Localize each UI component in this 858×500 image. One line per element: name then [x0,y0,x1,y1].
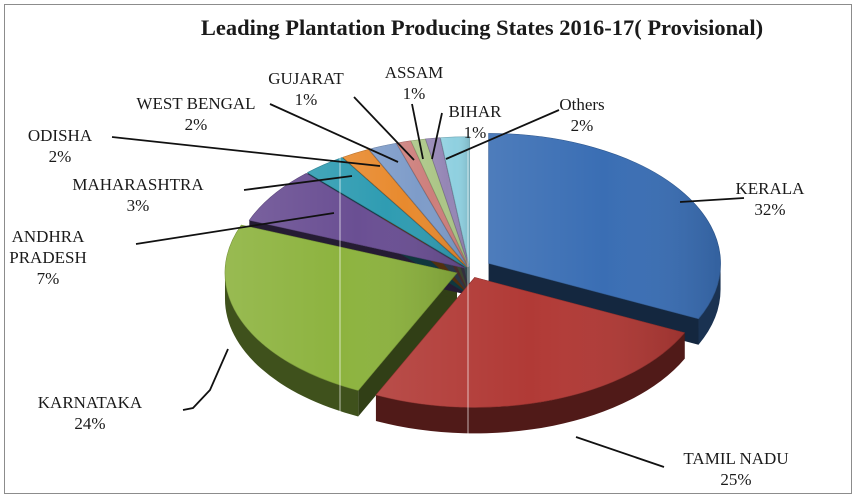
pie-slice-sheen-karnataka [224,225,457,391]
leader-line-west-bengal [269,103,399,163]
slice-label-line: KARNATAKA [38,393,143,412]
slice-label-line: KERALA [736,179,806,198]
slice-label-gujarat: GUJARAT 1% [268,69,344,109]
pie-slice-sheen-tamil-nadu [375,277,685,408]
slice-label-line: MAHARASHTRA [72,175,204,194]
slice-labels: KERALA 32% TAMIL NADU 25% KARNATAKA 24% ANDHRA… [9,63,805,489]
slice-label-line: ASSAM [385,63,444,82]
leader-line-karnataka [182,348,229,411]
leader-line-maharashtra [243,175,353,191]
leader-lines [111,96,745,468]
slice-label-kerala: KERALA 32% [736,179,806,219]
slice-label-others: Others 2% [559,95,604,135]
pie-slice-sheen-andhra-pradesh [249,173,466,269]
pie-slice-sheen-maharashtra [307,157,467,268]
slice-label-andhra-pradesh: ANDHRA PRADESH 7% [9,227,86,288]
slice-label-line: BIHAR [449,102,503,121]
leader-line-bihar [431,112,443,160]
pie-slice-sheen-west-bengal [369,143,468,267]
slice-label-line: 3% [127,196,150,215]
slice-label-line: 1% [464,123,487,142]
slice-label-line: TAMIL NADU [683,449,788,468]
slice-label-line: 24% [74,414,105,433]
slice-label-line: WEST BENGAL [136,94,255,113]
pie-slice-sheen-assam [410,139,469,267]
slice-label-west-bengal: WEST BENGAL 2% [136,94,255,134]
slice-label-line: ODISHA [28,126,93,145]
leader-line-andhra-pradesh [135,212,335,245]
slice-label-assam: ASSAM 1% [385,63,444,103]
leader-line-gujarat [353,96,415,161]
pie-slice-sheen-others [440,136,470,267]
pie-slice-sheen-odisha [342,149,468,268]
slice-label-line: 2% [49,147,72,166]
pie-slice-sheen-kerala [488,133,721,319]
leader-line-odisha [111,136,381,167]
leader-line-assam [411,103,424,160]
slice-label-line: Others [559,95,604,114]
slice-label-line: 2% [185,115,208,134]
slice-label-line: 7% [37,269,60,288]
slice-label-karnataka: KARNATAKA 24% [38,393,143,433]
pie-slice-sheen-bihar [425,137,470,267]
slice-label-line: ANDHRA [12,227,85,246]
slice-label-line: GUJARAT [268,69,344,88]
slice-label-bihar: BIHAR 1% [449,102,503,142]
slice-label-line: 32% [754,200,785,219]
slice-label-line: 25% [720,470,751,489]
chart-title: Leading Plantation Producing States 2016… [201,15,763,40]
leader-line-tamil-nadu [575,436,665,468]
slice-label-line: 2% [571,116,594,135]
pie-slices [224,133,721,490]
leader-line-others [445,109,560,160]
slice-label-line: PRADESH [9,248,86,267]
pie-slice-sheen-gujarat [396,140,469,267]
slice-label-line: 1% [403,84,426,103]
slice-label-line: 1% [295,90,318,109]
slice-label-maharashtra: MAHARASHTRA 3% [72,175,204,215]
leader-line-kerala [679,197,745,203]
slice-label-odisha: ODISHA 2% [28,126,93,166]
slice-label-tamil-nadu: TAMIL NADU 25% [683,449,788,489]
